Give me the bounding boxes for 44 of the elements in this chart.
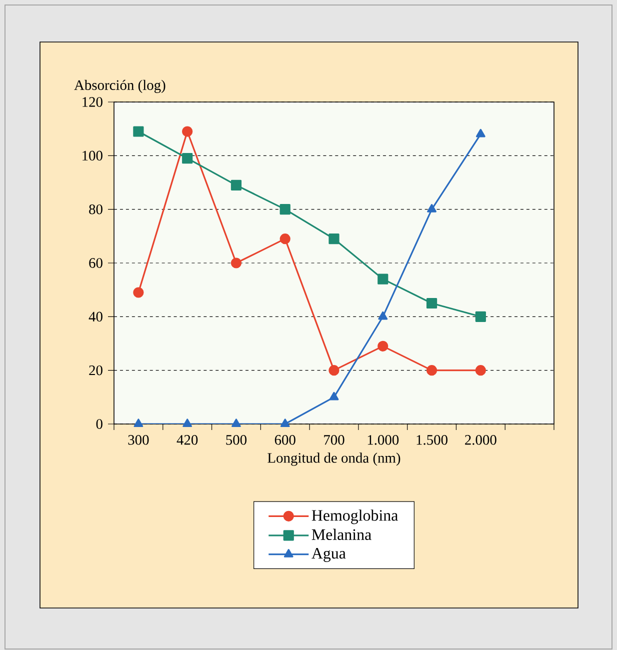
point: [378, 340, 388, 352]
x-tick-label: 300: [128, 435, 149, 445]
y-tick-label: 100: [82, 150, 102, 161]
x-tick-label: 600: [274, 435, 296, 445]
legend-label: Hemoglobina: [312, 510, 398, 524]
x-tick-label: 1.000: [368, 435, 399, 445]
point: [427, 204, 436, 212]
x-tick-label: 1.500: [416, 435, 448, 445]
point: [280, 234, 290, 244]
x-axis-title: Longitud de onda (nm): [268, 452, 400, 466]
y-tick-label: 0: [96, 419, 102, 429]
point: [329, 392, 339, 400]
point: [378, 274, 388, 284]
point: [475, 365, 486, 376]
point: [182, 418, 192, 428]
point: [280, 204, 290, 215]
y-tick-label: 20: [89, 365, 102, 376]
point: [328, 365, 340, 376]
point: [426, 298, 438, 309]
point: [134, 418, 144, 428]
y-tick-label: 80: [89, 204, 102, 214]
y-tick-label: 60: [89, 258, 102, 268]
point: [378, 311, 388, 320]
point: [426, 365, 438, 376]
point: [182, 153, 193, 164]
point: [182, 126, 193, 137]
point: [230, 180, 242, 190]
point: [232, 418, 241, 428]
x-tick-label: 700: [324, 435, 344, 445]
point: [133, 126, 144, 137]
y-axis-title: Absorción (log): [74, 80, 166, 93]
x-tick-label: 2.000: [465, 435, 496, 445]
point: [280, 418, 290, 428]
point: [230, 258, 242, 268]
x-tick-label: 500: [226, 435, 246, 445]
legend-label: Agua: [312, 548, 346, 562]
legend-label: Melanina: [312, 528, 372, 540]
y-tick-label: 40: [88, 312, 102, 322]
y-tick-label: 120: [82, 97, 102, 107]
point: [133, 287, 144, 298]
point: [476, 128, 486, 138]
x-tick-label: 420: [176, 435, 198, 445]
point: [475, 311, 486, 322]
point: [328, 234, 340, 244]
